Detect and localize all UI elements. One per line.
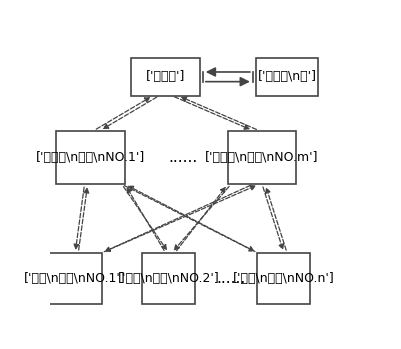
Text: ['电子\n钱包\nNO.2']: ['电子\n钱包\nNO.2'] <box>117 272 219 285</box>
Bar <box>56 131 125 184</box>
Bar <box>142 253 194 304</box>
Bar <box>227 131 296 184</box>
Text: ['充值消\n费机\nNO.1']: ['充值消\n费机\nNO.1'] <box>36 151 145 164</box>
Bar <box>257 253 310 304</box>
Bar <box>255 58 318 96</box>
Text: ['充值消\n费机\nNO.m']: ['充值消\n费机\nNO.m'] <box>205 151 318 164</box>
Text: ['电子\n钱包\nNO.1']: ['电子\n钱包\nNO.1'] <box>24 272 126 285</box>
Text: ['电子\n钱包\nNO.n']: ['电子\n钱包\nNO.n'] <box>233 272 334 285</box>
Text: ......: ...... <box>216 271 245 286</box>
Bar <box>49 253 101 304</box>
Bar <box>131 58 199 96</box>
Text: ......: ...... <box>168 150 197 165</box>
Text: ['金融系\n统']: ['金融系\n统'] <box>257 70 316 83</box>
Text: ['服务器']: ['服务器'] <box>146 70 185 83</box>
